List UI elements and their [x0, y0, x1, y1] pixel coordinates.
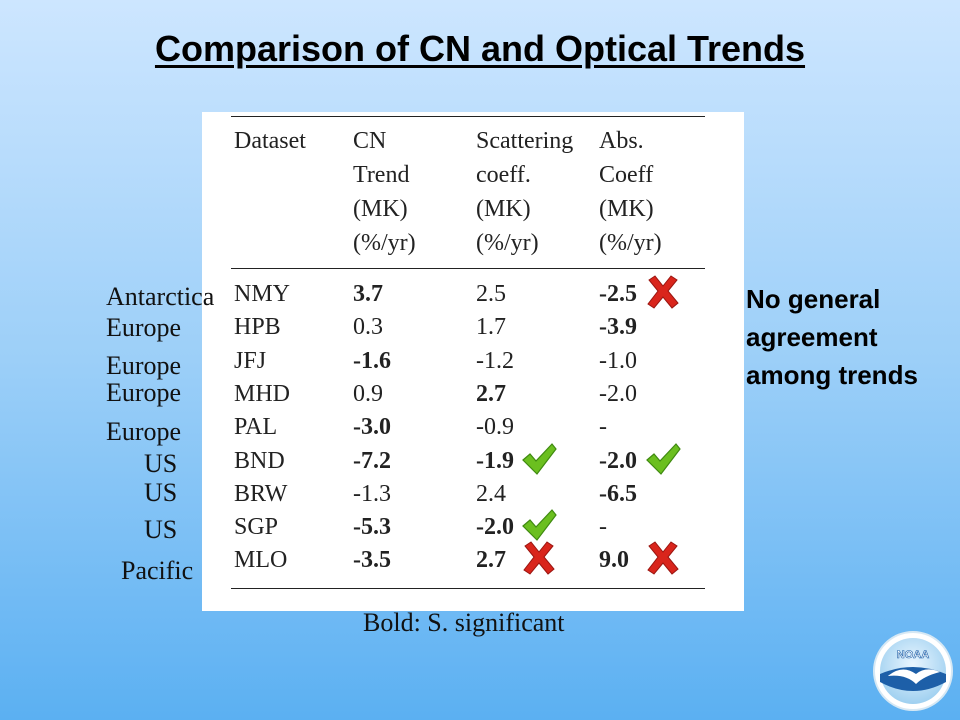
check-icon — [522, 442, 557, 475]
column-header-line: Dataset — [234, 128, 306, 154]
dataset-cell: MLO — [234, 547, 288, 574]
bold-caption: Bold: S. significant — [363, 608, 565, 637]
dataset-cell: BRW — [234, 480, 288, 507]
scat-trend-cell: 2.5 — [476, 281, 506, 307]
region-label: Antarctica — [106, 282, 215, 311]
region-label: US — [144, 448, 178, 478]
cn-trend-cell: 0.3 — [353, 314, 383, 341]
scat-trend-cell: -0.9 — [476, 414, 514, 441]
noaa-logo: NOAA — [873, 631, 953, 711]
region-label: Europe — [106, 377, 182, 407]
scat-trend-cell: -1.9 — [476, 447, 514, 474]
cn-trend-cell: -3.0 — [353, 414, 391, 441]
table-bottom-rule — [231, 588, 705, 589]
column-header-line: coeff. — [476, 162, 531, 188]
column-header-line: (MK) — [599, 196, 654, 222]
abs-trend-cell: -3.9 — [599, 314, 637, 341]
check-icon — [522, 509, 557, 542]
cn-trend-cell: -1.6 — [353, 347, 391, 374]
column-header-line: (%/yr) — [599, 230, 662, 256]
column-header-line: (%/yr) — [353, 230, 416, 256]
cross-icon — [647, 541, 679, 576]
scat-trend-cell: -2.0 — [476, 514, 514, 541]
cross-icon — [647, 275, 679, 309]
abs-trend-cell: -2.0 — [599, 447, 637, 474]
scat-trend-cell: 2.7 — [476, 547, 506, 574]
region-label: Pacific — [121, 556, 194, 586]
abs-trend-cell: 9.0 — [599, 547, 629, 574]
region-label: US — [144, 515, 178, 545]
column-header-line: (MK) — [476, 196, 531, 222]
region-label: Europe — [106, 313, 182, 343]
slide-title: Comparison of CN and Optical Trends — [154, 28, 806, 69]
abs-trend-cell: -2.5 — [599, 281, 637, 307]
scat-trend-cell: 1.7 — [476, 314, 506, 341]
cross-icon — [523, 541, 555, 576]
dataset-cell: HPB — [234, 314, 281, 341]
column-header-line: (MK) — [353, 196, 408, 222]
abs-trend-cell: - — [599, 514, 607, 541]
region-label: Europe — [106, 350, 182, 380]
scat-trend-cell: -1.2 — [476, 347, 514, 374]
cn-trend-cell: -3.5 — [353, 547, 391, 574]
abs-trend-cell: - — [599, 414, 607, 441]
column-header: Abs. Coeff (MK) (%/yr) — [599, 124, 662, 260]
region-label: Europe — [106, 417, 182, 447]
column-header: Dataset — [234, 124, 306, 158]
column-header-line: CN — [353, 128, 387, 154]
cn-trend-cell: 3.7 — [353, 281, 383, 307]
scat-trend-cell: 2.7 — [476, 380, 506, 407]
cn-trend-cell: 0.9 — [353, 380, 383, 407]
cn-trend-cell: -5.3 — [353, 514, 391, 541]
abs-trend-cell: -1.0 — [599, 347, 637, 374]
abs-trend-cell: -6.5 — [599, 480, 637, 507]
check-icon — [646, 442, 681, 475]
column-header-line: Abs. — [599, 128, 644, 154]
cn-trend-cell: -7.2 — [353, 447, 391, 474]
logo-text: NOAA — [897, 649, 929, 661]
table-header-rule — [231, 268, 705, 269]
dataset-cell: PAL — [234, 414, 278, 441]
dataset-cell: JFJ — [234, 347, 267, 374]
cn-trend-cell: -1.3 — [353, 480, 391, 507]
scat-trend-cell: 2.4 — [476, 480, 506, 507]
region-label: US — [144, 477, 178, 507]
trends-table: Dataset CN Trend (MK) (%/yr) Scattering coeff.… — [202, 112, 744, 611]
column-header-line: Trend — [353, 162, 410, 188]
dataset-cell: MHD — [234, 380, 291, 407]
dataset-cell: SGP — [234, 514, 279, 541]
dataset-cell: NMY — [234, 281, 291, 307]
column-header-line: Coeff — [599, 162, 654, 188]
abs-trend-cell: -2.0 — [599, 380, 637, 407]
column-header: CN Trend (MK) (%/yr) — [353, 124, 416, 260]
dataset-cell: BND — [234, 447, 285, 474]
column-header: Scattering coeff. (MK) (%/yr) — [476, 124, 573, 260]
table-top-rule — [231, 116, 705, 117]
column-header-line: Scattering — [476, 128, 574, 154]
column-header-line: (%/yr) — [476, 230, 539, 256]
agreement-note: No general agreement among trends — [746, 284, 918, 390]
